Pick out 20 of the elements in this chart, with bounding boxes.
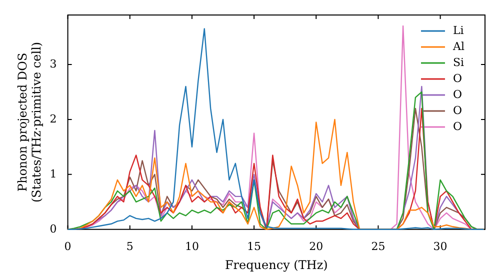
x-tick-label: 10	[184, 240, 199, 253]
x-tick-label: 0	[64, 240, 72, 253]
legend-label: Li	[453, 24, 464, 37]
y-tick-label: 1	[50, 167, 57, 180]
x-tick-label: 20	[309, 240, 324, 253]
legend-label: O	[453, 88, 462, 101]
legend-label: O	[453, 104, 462, 117]
legend-label: O	[453, 120, 462, 133]
x-axis-title: Frequency (THz)	[224, 258, 328, 272]
x-tick-label: 5	[126, 240, 134, 253]
x-tick-label: 15	[247, 240, 262, 253]
y-tick-label: 0	[50, 222, 57, 236]
legend-label: O	[453, 72, 462, 85]
y-axis-title: Phonon projected DOS (States/THz·primitive cell)	[15, 42, 44, 203]
legend-label: Si	[453, 56, 465, 69]
y-tick-label: 2	[50, 112, 57, 126]
y-tick-label: 3	[50, 57, 57, 70]
x-tick-label: 25	[371, 240, 386, 253]
legend-label: Al	[452, 40, 465, 53]
x-tick-label: 30	[433, 240, 448, 253]
